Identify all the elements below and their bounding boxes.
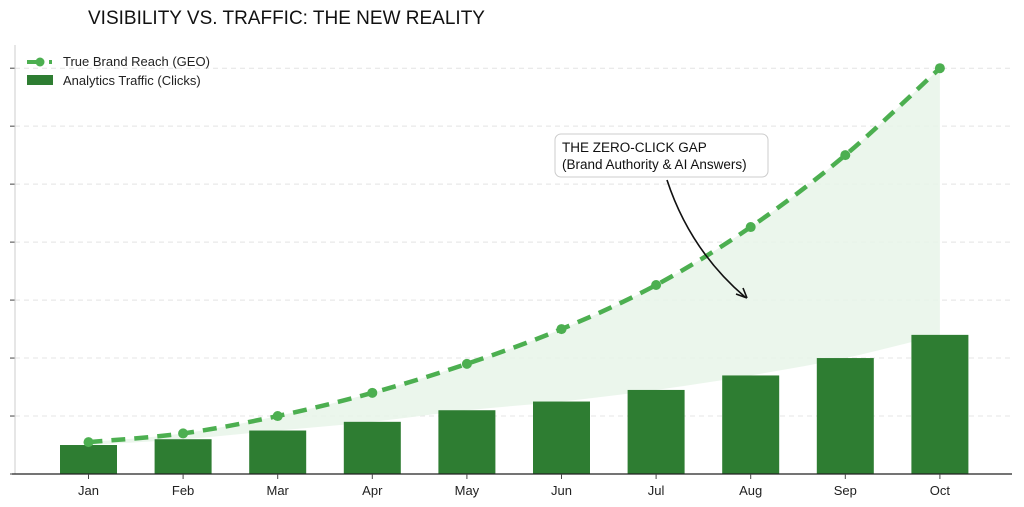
- bar-aug: [722, 375, 780, 474]
- bar-jun: [533, 401, 590, 474]
- annotation-arrow: [666, 179, 746, 298]
- bar-feb: [154, 439, 212, 474]
- point-jun: [556, 324, 567, 335]
- bar-apr: [343, 421, 401, 474]
- legend-label-geo: True Brand Reach (GEO): [63, 54, 210, 69]
- point-jul: [651, 280, 662, 291]
- point-apr: [367, 387, 378, 398]
- x-tick-label: Sep: [834, 483, 857, 498]
- legend-bar-swatch: [27, 75, 53, 85]
- x-tick-label: Oct: [930, 483, 951, 498]
- annotation-line-2: (Brand Authority & AI Answers): [562, 157, 747, 172]
- series-line-geo: [88, 66, 942, 445]
- point-sep: [840, 150, 851, 161]
- annotation-box: [554, 133, 769, 178]
- x-tick-label: Mar: [267, 483, 290, 498]
- bar-jul: [627, 389, 685, 474]
- gap-fill-area: [88, 68, 940, 446]
- arrow-head-icon: [735, 287, 748, 299]
- x-tick-label: Jul: [648, 483, 665, 498]
- legend-line-dash: [49, 60, 52, 64]
- bar-oct: [911, 334, 969, 474]
- x-tick-label: Jan: [78, 483, 99, 498]
- x-tick-label: Jun: [551, 483, 572, 498]
- point-feb: [178, 428, 189, 439]
- legend-label-clicks: Analytics Traffic (Clicks): [63, 73, 201, 88]
- x-tick-label: Apr: [362, 483, 383, 498]
- point-aug: [745, 222, 756, 233]
- chart-title: VISIBILITY VS. TRAFFIC: THE NEW REALITY: [88, 8, 485, 29]
- annotation-line-1: THE ZERO-CLICK GAP: [562, 140, 707, 155]
- x-tick-label: Feb: [172, 483, 194, 498]
- bar-mar: [249, 430, 307, 474]
- legend-marker: [35, 57, 45, 67]
- x-tick-label: Aug: [739, 483, 762, 498]
- annotation: THE ZERO-CLICK GAP (Brand Authority & AI…: [554, 133, 769, 299]
- point-oct: [934, 63, 945, 74]
- point-jan: [83, 437, 94, 448]
- legend: True Brand Reach (GEO) Analytics Traffic…: [27, 54, 210, 88]
- bar-jan: [60, 445, 117, 474]
- x-tick-label: May: [455, 483, 480, 498]
- bar-may: [438, 410, 496, 474]
- point-may: [461, 358, 472, 369]
- point-mar: [272, 411, 283, 422]
- bar-sep: [816, 358, 874, 474]
